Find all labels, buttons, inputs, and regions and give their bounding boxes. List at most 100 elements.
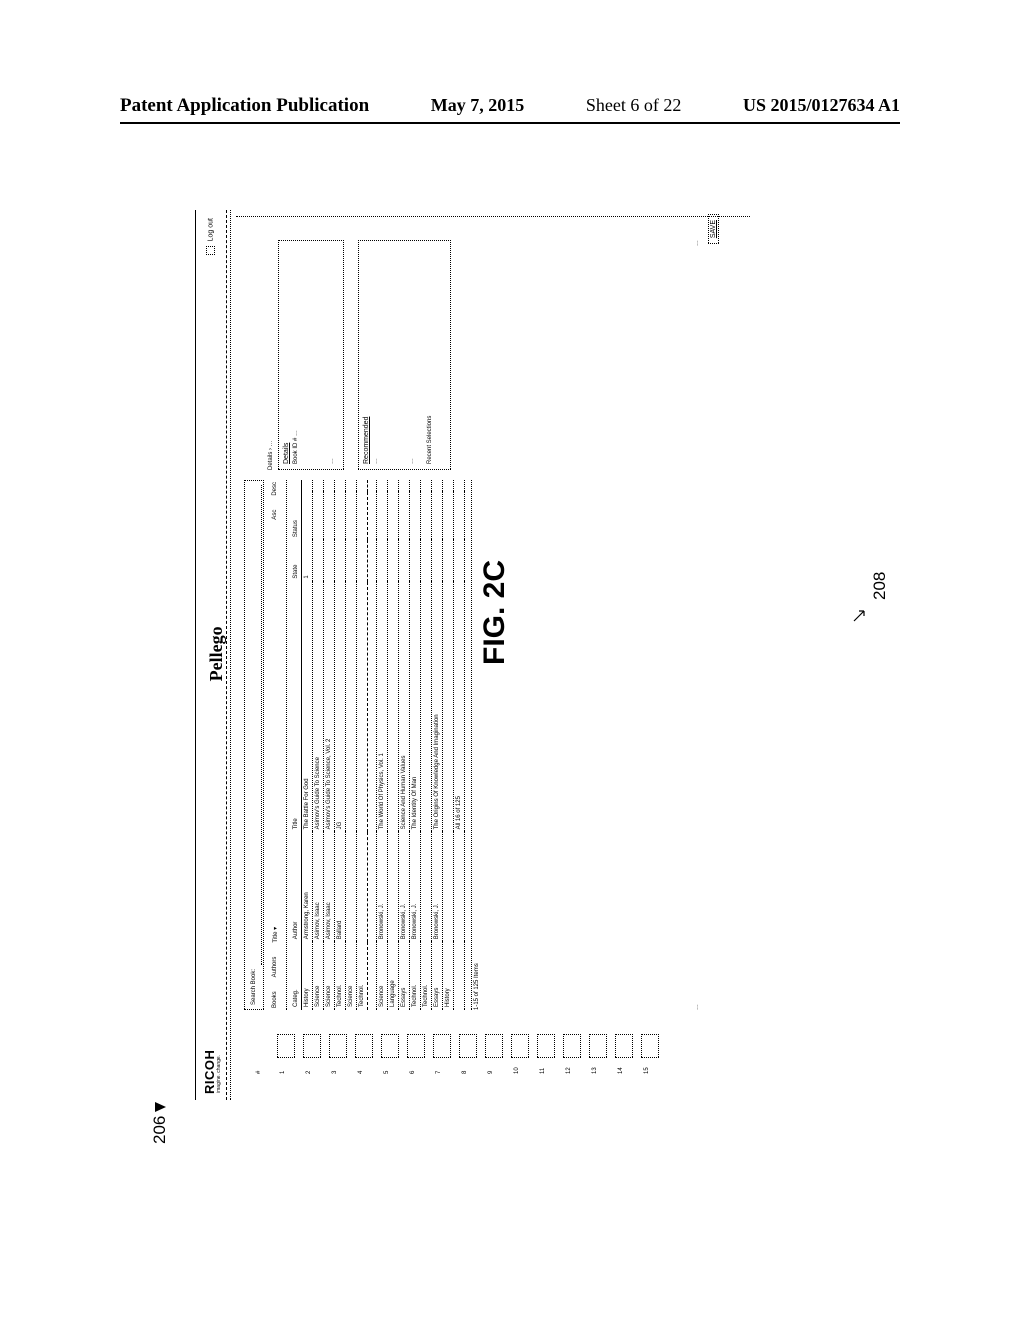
table-cell: [313, 480, 324, 492]
table-cell: [388, 492, 399, 540]
table-row[interactable]: Science: [346, 480, 357, 1010]
patent-page: Patent Application Publication May 7, 20…: [0, 0, 1020, 1320]
table-cell: [377, 480, 388, 492]
table-cell: [421, 832, 432, 942]
thumb-swatch: [485, 1034, 503, 1058]
panel-line: [435, 246, 444, 464]
titlebar-rule-2: [230, 210, 231, 1100]
thumbnail-row[interactable]: 5: [378, 1024, 404, 1074]
panel-line: [399, 246, 408, 464]
table-row[interactable]: Technol.: [421, 480, 432, 1010]
table-cell: [454, 480, 465, 492]
table-row[interactable]: HistoryArmstrong, KarenThe Battle For Go…: [302, 480, 313, 1010]
table-col-header[interactable]: Title: [291, 582, 302, 833]
recommended-panel: Recommended … … Recent Selections: [358, 240, 451, 470]
table-cell: Science: [346, 942, 357, 1010]
thumb-swatch: [563, 1034, 581, 1058]
table-col-header[interactable]: Categ.: [291, 942, 302, 1010]
panel-line: …: [408, 246, 417, 464]
sheet-number: Sheet 6 of 22: [586, 95, 681, 117]
table-row[interactable]: ScienceBronowski, J.The World Of Physics…: [377, 480, 388, 1010]
table-cell: The World Of Physics, Vol. 1: [377, 582, 388, 833]
thumbnail-row[interactable]: 13: [586, 1024, 612, 1074]
table-cell: Asimov, Isaac: [313, 832, 324, 942]
thumb-index: 3: [332, 1071, 338, 1074]
thumb-swatch: [329, 1034, 347, 1058]
search-input[interactable]: [247, 485, 262, 965]
thumbnail-row[interactable]: 11: [534, 1024, 560, 1074]
thumb-swatch: [277, 1034, 295, 1058]
table-cell: Technol.: [357, 942, 368, 1010]
tab-title[interactable]: Title ▾: [272, 925, 286, 945]
table-cell: [346, 480, 357, 492]
table-row[interactable]: ScienceAsimov, IsaacAsimov's Guide To Sc…: [324, 480, 335, 1010]
thumbnail-row[interactable]: 2: [300, 1024, 326, 1074]
thumbnail-row[interactable]: 6: [404, 1024, 430, 1074]
thumbnail-row[interactable]: 4: [352, 1024, 378, 1074]
sort-asc[interactable]: Asc: [272, 508, 286, 522]
thumbnail-row[interactable]: 15: [638, 1024, 664, 1074]
ref-206-leader-arrow: [155, 1102, 166, 1112]
detail-breadcrumb: Details › …: [268, 240, 274, 470]
thumbnail-row[interactable]: 12: [560, 1024, 586, 1074]
thumbnail-row[interactable]: 9: [482, 1024, 508, 1074]
logout-link[interactable]: Log out: [206, 218, 215, 255]
thumbnail-row[interactable]: 3: [326, 1024, 352, 1074]
search-bar: Search Book:: [244, 480, 264, 1010]
table-cell: Asimov's Guide To Science, Vol. 2: [324, 582, 335, 833]
table-col-header[interactable]: Status: [291, 492, 302, 540]
table-cell: The Origins Of Knowledge And Imagination: [432, 582, 443, 833]
logout-label: Log out: [207, 218, 214, 241]
table-row[interactable]: Technol.Bronowski, J.The Identity Of Man: [410, 480, 421, 1010]
panel-line: Recent Selections: [426, 246, 435, 464]
thumbnail-row[interactable]: 10: [508, 1024, 534, 1074]
thumbnail-row[interactable]: 7: [430, 1024, 456, 1074]
table-col-header[interactable]: State: [291, 540, 302, 581]
table-cell: [324, 540, 335, 581]
table-row[interactable]: All 16 of 125: [454, 480, 465, 1010]
table-cell: Bronowski, J.: [377, 832, 388, 942]
table-cell: [313, 540, 324, 581]
table-section-divider: [368, 480, 377, 1010]
thumb-index: 5: [384, 1071, 390, 1074]
thumb-swatch: [433, 1034, 451, 1058]
sort-desc[interactable]: Desc: [272, 480, 286, 498]
publication-date: May 7, 2015: [431, 95, 525, 117]
thumbnail-row[interactable]: 14: [612, 1024, 638, 1074]
table-cell: [399, 480, 410, 492]
table-cell: 1: [302, 540, 313, 581]
table-cell: All 16 of 125: [454, 582, 465, 833]
tab-books[interactable]: Books: [272, 989, 286, 1010]
table-row[interactable]: ScienceAsimov, IsaacAsimov's Guide To Sc…: [313, 480, 324, 1010]
thumb-index: 7: [436, 1071, 442, 1074]
thumb-swatch: [459, 1034, 477, 1058]
table-cell: [399, 540, 410, 581]
table-row[interactable]: Technol.BallardJG: [335, 480, 346, 1010]
table-cell: Asimov, Isaac: [324, 832, 335, 942]
table-cell: Language: [388, 942, 399, 1010]
table-row[interactable]: EssaysBronowski, J.The Origins Of Knowle…: [432, 480, 443, 1010]
table-col-header[interactable]: [291, 480, 302, 492]
table-row[interactable]: History: [443, 480, 454, 1010]
thumbnail-row[interactable]: 8: [456, 1024, 482, 1074]
tab-authors[interactable]: Authors: [272, 955, 286, 980]
table-cell: [421, 582, 432, 833]
thumb-index: 14: [618, 1067, 624, 1074]
table-cell: [443, 480, 454, 492]
table-col-header[interactable]: Author: [291, 832, 302, 942]
panel-line: [381, 246, 390, 464]
table-cell: [388, 480, 399, 492]
table-cell: [346, 582, 357, 833]
app-window: RICOH imagine. change. Pellego Log out #…: [195, 210, 750, 1100]
table-cell: Bronowski, J.: [399, 832, 410, 942]
panel-line: …: [372, 246, 381, 464]
table-row[interactable]: Technol.: [357, 480, 368, 1010]
thumbnail-row[interactable]: 1: [274, 1024, 300, 1074]
table-cell: [399, 492, 410, 540]
table-cell: Science: [324, 942, 335, 1010]
table-row[interactable]: Language: [388, 480, 399, 1010]
table-row[interactable]: EssaysBronowski, J.Science And Human Val…: [399, 480, 410, 1010]
scrollbar[interactable]: [236, 210, 750, 220]
panel-line: [310, 246, 319, 464]
table-cell: [432, 540, 443, 581]
